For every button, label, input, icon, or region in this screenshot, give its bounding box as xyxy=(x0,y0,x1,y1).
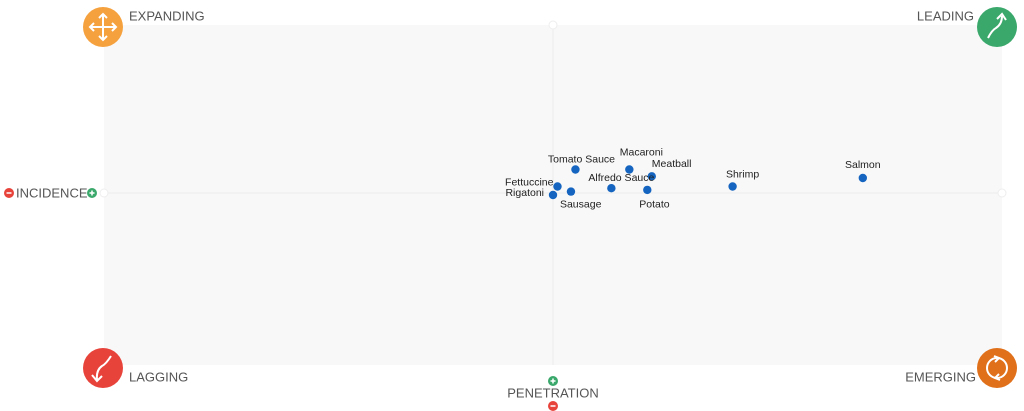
point-label: Rigatoni xyxy=(505,187,544,199)
plus-marker xyxy=(87,188,97,198)
data-point xyxy=(607,184,616,193)
data-point xyxy=(647,172,656,181)
axis-end xyxy=(99,188,109,198)
x-axis-label: INCIDENCE xyxy=(16,185,88,200)
leading-icon xyxy=(977,7,1017,47)
point-label: Salmon xyxy=(845,159,881,171)
point-label: Meatball xyxy=(652,158,692,170)
data-point xyxy=(553,182,562,191)
quadrant-label: LEADING xyxy=(917,8,974,23)
axis-end xyxy=(997,188,1007,198)
minus-marker xyxy=(4,188,14,198)
axis-end xyxy=(548,20,558,30)
point-label: Alfredo Sauce xyxy=(588,172,654,184)
data-point xyxy=(566,187,576,196)
data-point xyxy=(728,182,737,191)
point-label: Potato xyxy=(639,199,670,211)
emerging-icon xyxy=(977,348,1017,388)
expanding-icon xyxy=(83,7,123,47)
quadrant-label: EXPANDING xyxy=(129,8,205,23)
data-point xyxy=(625,165,634,174)
y-axis-label: PENETRATION xyxy=(507,385,599,400)
point-label: Sausage xyxy=(560,198,602,210)
point-label: Shrimp xyxy=(726,168,759,180)
point-label: Tomato Sauce xyxy=(548,153,615,165)
data-point xyxy=(548,190,558,200)
data-point xyxy=(643,185,652,195)
quadrant-label: EMERGING xyxy=(905,369,976,384)
lagging-icon xyxy=(83,348,123,388)
point-label: Fettuccine xyxy=(505,176,554,188)
data-point xyxy=(858,173,868,183)
data-point xyxy=(571,165,580,174)
plus-marker xyxy=(548,376,558,386)
minus-marker xyxy=(548,401,558,411)
point-label: Macaroni xyxy=(620,146,663,158)
quadrant-label: LAGGING xyxy=(129,369,188,384)
